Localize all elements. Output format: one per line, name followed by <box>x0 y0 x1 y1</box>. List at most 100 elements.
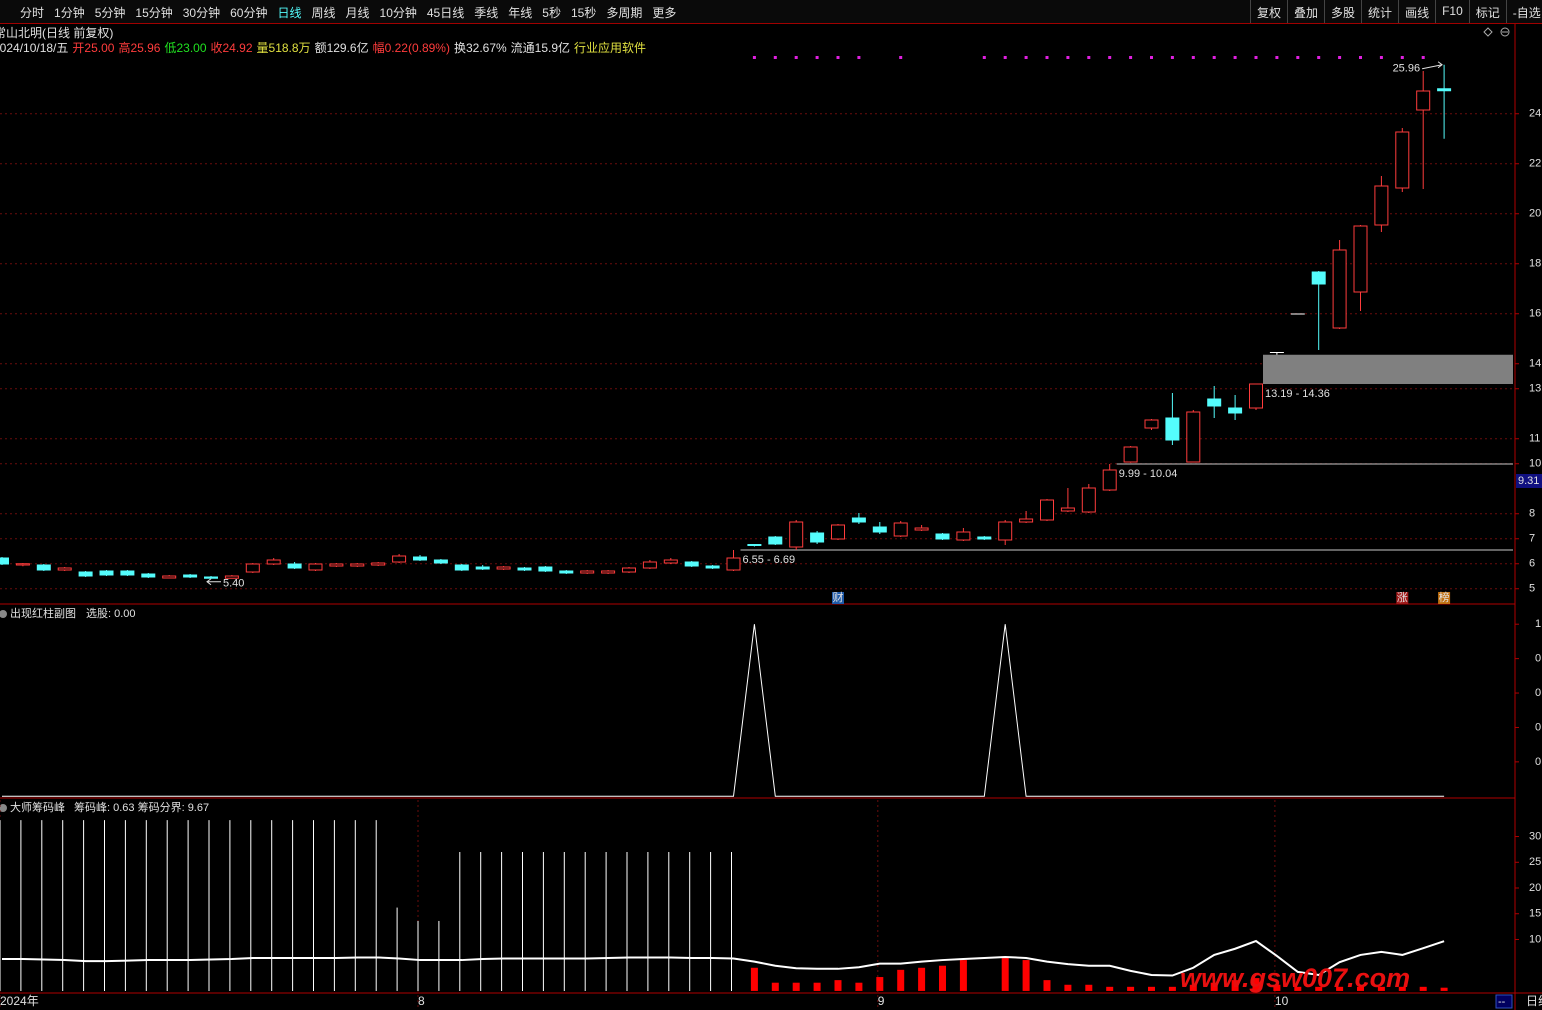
price-tag <box>1516 474 1542 488</box>
candle-body <box>1374 185 1389 226</box>
event-marker <box>1438 592 1451 604</box>
toolbar-button[interactable]: 多周期 <box>606 6 643 20</box>
period-label[interactable]: 日线 <box>1526 994 1542 1008</box>
toolbar-button[interactable]: 30分钟 <box>182 6 221 20</box>
candle-body <box>162 575 177 579</box>
signal-dot <box>1296 56 1300 59</box>
candle-body <box>538 566 553 572</box>
more-button-label[interactable]: -- <box>1498 996 1506 1008</box>
toolbar-button[interactable]: 60分钟 <box>230 6 268 20</box>
signal-dot <box>1338 56 1342 59</box>
quote-field: 开25.00 <box>72 41 115 55</box>
toolbar-button[interactable]: 1分钟 <box>54 6 85 20</box>
chip-bar <box>1273 984 1281 991</box>
toolbar-button[interactable]: 标记 <box>1468 0 1506 23</box>
toolbar-button[interactable]: 画线 <box>1398 0 1435 23</box>
candle-body <box>1332 249 1347 329</box>
toolbar-button[interactable]: 年线 <box>508 6 533 20</box>
toolbar-button[interactable]: 5分钟 <box>94 6 126 20</box>
chip-bar <box>897 969 905 991</box>
signal-dot <box>1233 56 1237 59</box>
candle-body <box>747 544 762 546</box>
gap-box <box>1263 354 1513 384</box>
candle-body <box>99 570 114 576</box>
event-marker-label: 榜 <box>1439 590 1450 604</box>
watermark: www.gsw007.com <box>1180 963 1410 993</box>
candle-body <box>204 576 218 579</box>
candle-body <box>601 570 616 574</box>
toolbar-button[interactable]: 10分钟 <box>379 6 417 20</box>
more-button[interactable] <box>1495 994 1513 1009</box>
toolbar-button[interactable]: 复权 <box>1250 0 1287 23</box>
signal-dot <box>836 56 840 59</box>
signal-dot <box>815 56 819 59</box>
toolbar-button[interactable]: -自选 <box>1505 0 1542 23</box>
toolbar-button[interactable]: 统计 <box>1361 0 1398 23</box>
chip-bar <box>1440 987 1448 991</box>
chip-bar <box>1315 986 1323 991</box>
signal-dot <box>1421 56 1425 59</box>
close-icon[interactable] <box>1500 27 1510 37</box>
chip-line <box>2 939 1445 977</box>
candle-body <box>580 570 595 574</box>
y-tick-label: 5 <box>1529 583 1535 595</box>
panel-subtitle: 选股: 0.00 <box>86 607 136 620</box>
y-tick-label: 7 <box>1529 533 1535 545</box>
panel-icon[interactable] <box>0 610 7 618</box>
toolbar-button[interactable]: 多股 <box>1324 0 1361 23</box>
candle-body <box>1186 411 1201 463</box>
candle-body <box>308 563 323 571</box>
candle-body <box>392 555 407 563</box>
quote-field: 流通15.9亿 <box>510 41 571 55</box>
toolbar-button[interactable]: 15秒 <box>570 6 597 20</box>
candle-body <box>1165 417 1180 441</box>
candle-body <box>15 563 30 566</box>
candle-body <box>1416 90 1431 111</box>
candle-body <box>245 563 260 573</box>
candle-body <box>1437 88 1452 92</box>
toolbar-button[interactable]: 5秒 <box>542 6 561 20</box>
chip-bar <box>1231 980 1239 991</box>
panel-icon[interactable] <box>0 804 7 812</box>
toolbar-button[interactable]: 45日线 <box>426 6 465 20</box>
candle-body <box>684 561 699 567</box>
y-tick-label: 25 <box>1529 856 1541 868</box>
signal-dot <box>1275 56 1279 59</box>
settings-icon[interactable] <box>1483 27 1493 37</box>
chip-bar <box>1064 984 1072 991</box>
y-tick-label: 6 <box>1529 558 1535 570</box>
signal-dot <box>1170 56 1174 59</box>
candle-body <box>183 574 198 578</box>
y-tick-label: 8 <box>1529 508 1535 520</box>
chip-bar <box>918 967 926 991</box>
candle-body <box>789 521 804 548</box>
candle-body <box>956 531 971 541</box>
candle-body <box>1102 469 1117 491</box>
gap-label: 13.19 - 14.36 <box>1265 388 1330 400</box>
candle-body <box>1123 446 1138 463</box>
toolbar-button[interactable]: 月线 <box>345 6 370 20</box>
toolbar-button[interactable]: 季线 <box>474 6 499 20</box>
panel-subtitle: 筹码峰: 0.63 筹码分界: 9.67 <box>74 800 209 814</box>
toolbar-left: 分时 1分钟 5分钟 15分钟 30分钟 60分钟 日线 周线 月线 10分钟 45日线 季线 年线 5秒… <box>20 4 686 21</box>
quote-field: 额129.6亿 <box>314 41 369 55</box>
chip-bar <box>1377 986 1385 991</box>
quote-field: 低23.00 <box>164 41 207 55</box>
toolbar-button[interactable]: 15分钟 <box>135 6 173 20</box>
candle-body <box>350 563 365 567</box>
candle-body <box>496 566 511 570</box>
toolbar-button[interactable]: 周线 <box>311 6 336 20</box>
candle-body <box>663 559 678 564</box>
toolbar-button[interactable]: 叠加 <box>1287 0 1324 23</box>
event-marker-label: 涨 <box>1397 591 1408 604</box>
toolbar-button[interactable]: F10 <box>1435 0 1469 23</box>
toolbar-button[interactable]: 日线 <box>277 6 302 20</box>
toolbar-button[interactable]: 分时 <box>20 6 45 20</box>
toolbar-button[interactable]: 更多 <box>652 6 677 20</box>
signal-dot <box>1379 56 1383 59</box>
panel-title: 大师筹码峰 <box>10 800 65 814</box>
candle-body <box>1228 407 1243 414</box>
chip-bar <box>1210 982 1218 991</box>
candle-body <box>1249 383 1263 409</box>
